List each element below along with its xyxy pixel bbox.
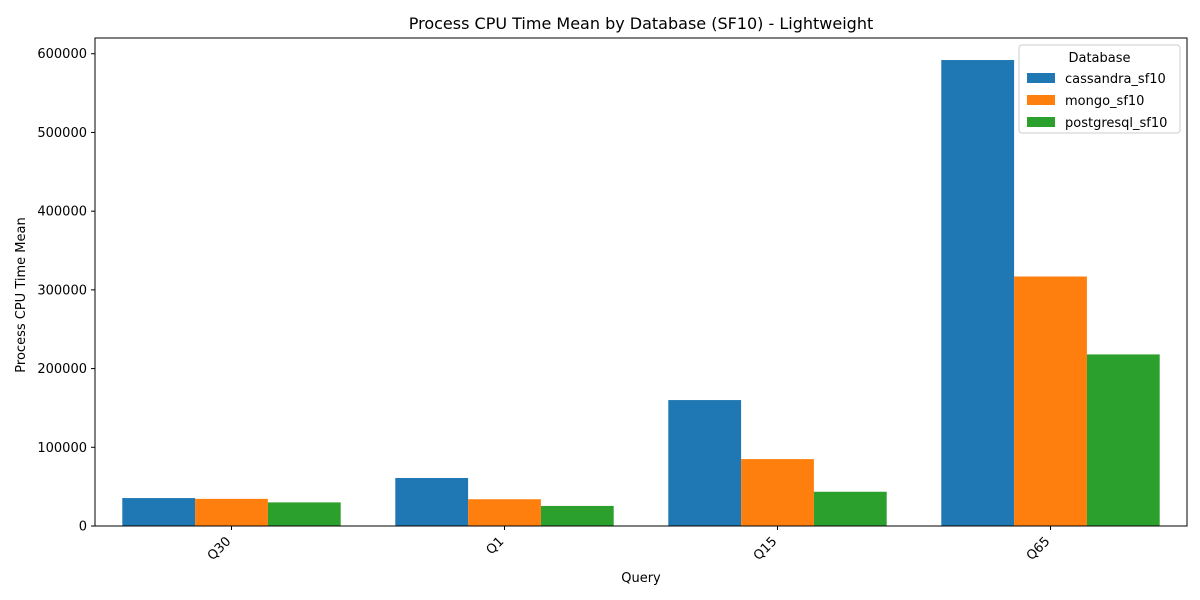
legend-label-cassandra_sf10: cassandra_sf10 — [1065, 72, 1166, 87]
bar-cassandra_sf10-Q15 — [668, 400, 742, 526]
y-tick-label: 300000 — [37, 283, 87, 298]
bar-mongo_sf10-Q65 — [1014, 276, 1087, 526]
legend-swatch-postgresql_sf10 — [1027, 117, 1055, 127]
y-tick-label: 0 — [79, 520, 87, 535]
bar-postgresql_sf10-Q15 — [813, 491, 887, 526]
legend-label-mongo_sf10: mongo_sf10 — [1065, 94, 1144, 109]
y-tick-label: 500000 — [37, 126, 87, 141]
x-tick-label: Q15 — [751, 534, 781, 564]
bar-mongo_sf10-Q30 — [195, 498, 268, 526]
y-axis-label: Process CPU Time Mean — [14, 217, 29, 372]
x-axis: Q30 Q1 Q15 Q65 — [205, 526, 1054, 564]
bar-postgresql_sf10-Q1 — [540, 505, 614, 526]
x-tick-label: Q30 — [205, 534, 235, 564]
y-tick-label: 400000 — [37, 205, 87, 220]
legend: Database cassandra_sf10 mongo_sf10 postgres… — [1018, 44, 1181, 134]
chart-title: Process CPU Time Mean by Database (SF10)… — [409, 14, 873, 33]
x-tick-label: Q65 — [1024, 534, 1054, 564]
plot-area — [94, 37, 1188, 527]
legend-swatch-mongo_sf10 — [1027, 95, 1055, 105]
bar-mongo_sf10-Q1 — [468, 499, 541, 526]
bar-cassandra_sf10-Q65 — [941, 60, 1015, 527]
y-tick-label: 600000 — [37, 47, 87, 62]
plot-frame — [94, 37, 1188, 527]
bar-postgresql_sf10-Q65 — [1086, 354, 1160, 526]
x-axis-label: Query — [621, 571, 661, 586]
bar-postgresql_sf10-Q30 — [267, 502, 341, 526]
legend-title: Database — [1068, 51, 1130, 66]
legend-box — [1018, 44, 1181, 134]
legend-swatch-cassandra_sf10 — [1027, 73, 1055, 83]
y-tick-label: 100000 — [37, 441, 87, 456]
legend-label-postgresql_sf10: postgresql_sf10 — [1065, 116, 1167, 131]
bar-mongo_sf10-Q15 — [741, 459, 814, 526]
bar-cassandra_sf10-Q1 — [395, 477, 469, 526]
x-tick-label: Q1 — [484, 534, 508, 558]
bar-cassandra_sf10-Q30 — [122, 498, 196, 526]
y-tick-label: 200000 — [37, 362, 87, 377]
y-axis: 0 100000 200000 300000 400000 500000 600000 — [37, 47, 95, 535]
